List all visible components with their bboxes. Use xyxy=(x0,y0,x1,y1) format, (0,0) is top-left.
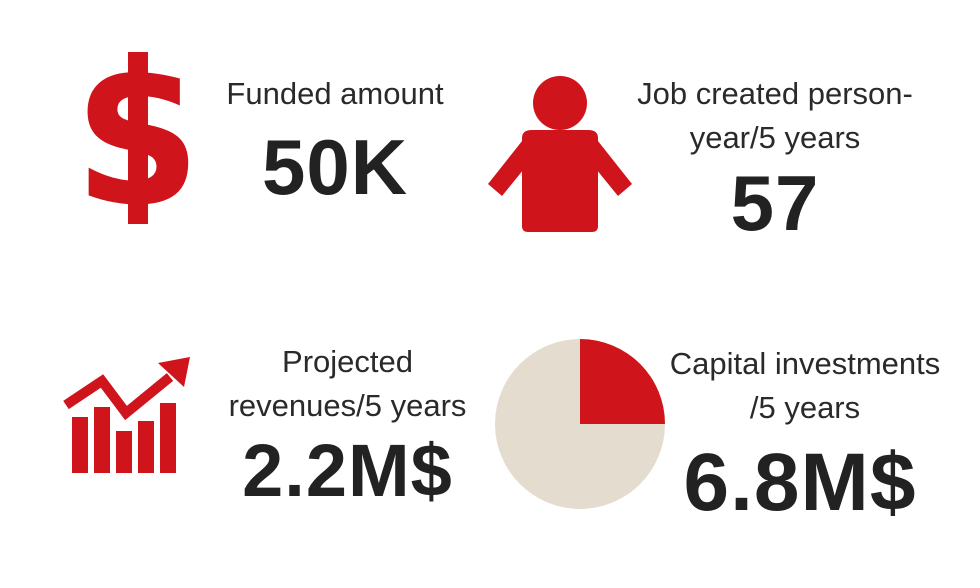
stat-value: 6.8M$ xyxy=(683,437,917,528)
stat-label: Funded amount xyxy=(226,76,444,111)
stat-label: Projected revenues/5 years xyxy=(228,344,467,423)
stat-value: 50K xyxy=(261,123,409,211)
pie-highlight-slice xyxy=(580,339,665,424)
stat-label: Job created person- year/5 years xyxy=(637,76,913,155)
stat-value: 2.2M$ xyxy=(242,429,453,512)
stat-value: 57 xyxy=(730,159,820,247)
person-icon xyxy=(488,76,632,232)
pie-chart-icon xyxy=(495,339,665,509)
svg-text:S: S xyxy=(78,52,198,224)
rising-chart-icon xyxy=(62,357,190,473)
dollar-icon: S xyxy=(78,52,198,224)
stat-label: Capital investments /5 years xyxy=(669,346,941,425)
